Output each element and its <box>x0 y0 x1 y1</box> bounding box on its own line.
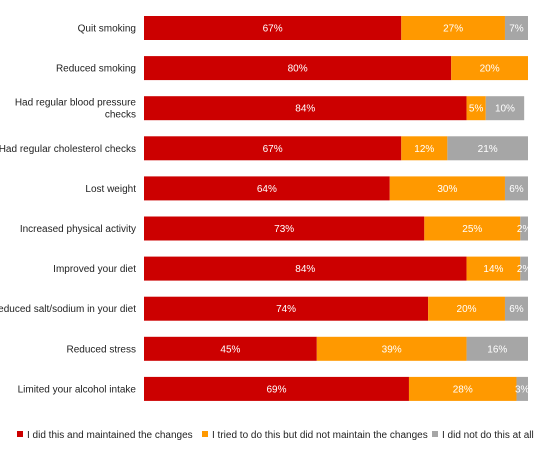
bar-segment-series-2 <box>401 16 505 40</box>
category-label: Reduced stress <box>67 344 136 355</box>
bar-segment-series-3 <box>485 96 525 121</box>
bar-segment-series-3 <box>520 256 528 281</box>
data-label: 80% <box>288 64 308 75</box>
legend: I did this and maintained the changes I … <box>0 426 554 448</box>
bar-segment-series-3 <box>504 296 528 321</box>
legend-swatch-maintained <box>17 431 23 438</box>
data-label: 84% <box>295 264 315 275</box>
bar-segment-series-2 <box>316 336 467 361</box>
data-label: 45% <box>220 344 240 355</box>
bar-segment-series-2 <box>428 296 505 321</box>
data-label: 73% <box>274 224 294 235</box>
bar-segment-series-2 <box>451 56 528 81</box>
data-label: 14% <box>483 264 503 275</box>
bar-segment-series-2 <box>424 216 521 241</box>
data-label: 5% <box>469 104 484 115</box>
bar-segment-series-3 <box>447 136 528 161</box>
bar-segment-series-1 <box>144 136 402 161</box>
data-label: 64% <box>257 184 277 195</box>
data-label: 3% <box>515 384 530 395</box>
category-label: Limited your alcohol intake <box>18 384 137 395</box>
legend-label-maintained: I did this and maintained the changes <box>27 430 193 441</box>
data-label: 69% <box>266 384 286 395</box>
bar-segment-series-1 <box>144 256 467 281</box>
bar-segment-series-2 <box>466 96 486 121</box>
bar-segment-series-3 <box>504 176 528 201</box>
data-label: 10% <box>495 104 515 115</box>
bar-segment-series-1 <box>144 336 317 361</box>
bar-segment-series-2 <box>389 176 505 201</box>
category-label: Lost weight <box>85 184 136 195</box>
bar-segment-series-1 <box>144 96 467 121</box>
data-label: 25% <box>462 224 482 235</box>
bar-segment-series-3 <box>520 216 528 241</box>
category-label: Improved your diet <box>53 264 136 275</box>
bar-segment-series-2 <box>401 136 448 161</box>
data-label: 20% <box>480 64 500 75</box>
legend-swatch-not-done <box>432 431 438 438</box>
legend-label-not-done: I did not do this at all <box>442 430 534 441</box>
legend-item-tried: I tried to do this but did not maintain … <box>202 430 428 441</box>
bar-segment-series-3 <box>504 16 528 40</box>
data-label: 20% <box>457 304 477 315</box>
bar-segment-series-1 <box>144 216 425 241</box>
bar-segment-series-1 <box>144 376 409 401</box>
data-label: 74% <box>276 304 296 315</box>
category-label: Reduced smoking <box>56 64 136 75</box>
category-label: Quit smoking <box>78 24 136 35</box>
data-label: 67% <box>263 24 283 35</box>
category-label: Increased physical activity <box>20 224 136 235</box>
data-label: 67% <box>263 144 283 155</box>
data-label: 7% <box>509 24 524 35</box>
legend-swatch-tried <box>202 431 208 438</box>
data-label: 12% <box>414 144 434 155</box>
category-label: Had regular blood pressure checks <box>15 98 137 121</box>
bar-segment-series-1 <box>144 56 452 81</box>
data-label: 39% <box>382 344 402 355</box>
category-label: Reduced salt/sodium in your diet <box>0 304 136 315</box>
data-label: 16% <box>487 344 507 355</box>
data-label: 28% <box>453 384 473 395</box>
bar-segment-series-2 <box>466 256 521 281</box>
bar-segment-series-2 <box>408 376 517 401</box>
bar-segment-series-1 <box>144 296 429 321</box>
data-label: 27% <box>443 24 463 35</box>
data-label: 30% <box>437 184 457 195</box>
data-label: 2% <box>517 224 532 235</box>
category-label: Had regular cholesterol checks <box>0 144 136 155</box>
bar-segment-series-3 <box>516 376 528 401</box>
data-label: 84% <box>295 104 315 115</box>
bar-segment-series-1 <box>144 16 402 40</box>
data-label: 6% <box>509 304 524 315</box>
legend-item-not-done: I did not do this at all <box>432 430 534 441</box>
data-label: 2% <box>517 264 532 275</box>
legend-item-maintained: I did this and maintained the changes <box>17 430 193 441</box>
bar-segment-series-1 <box>144 176 390 201</box>
stacked-bar-chart: Quit smoking 67% 27% 7% Reduced smoking 80% 20… <box>0 16 532 401</box>
data-label: 21% <box>478 144 498 155</box>
legend-label-tried: I tried to do this but did not maintain … <box>212 430 428 441</box>
bar-segment-series-3 <box>466 336 528 361</box>
data-label: 6% <box>509 184 524 195</box>
